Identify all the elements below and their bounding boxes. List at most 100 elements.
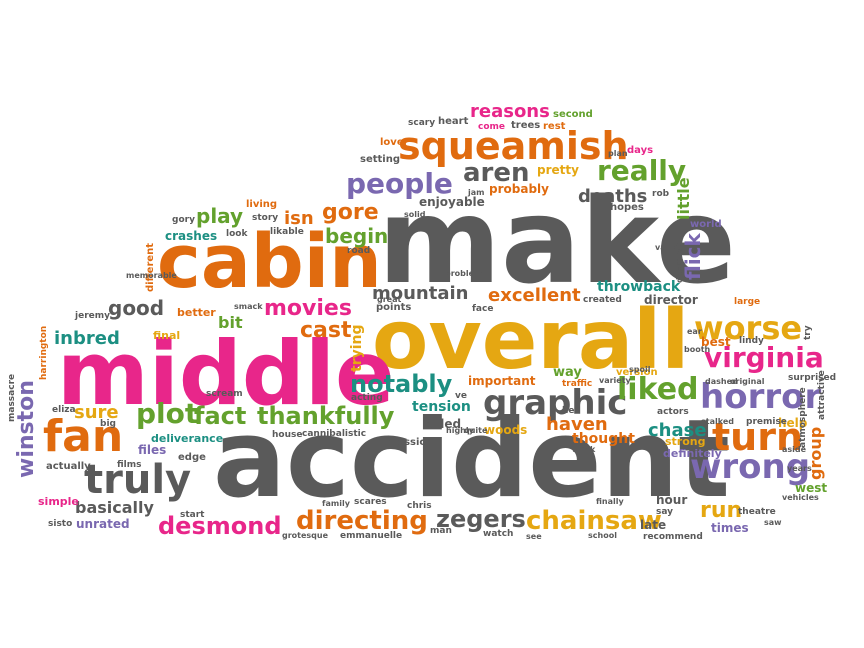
cloud-word: heart xyxy=(438,116,469,127)
cloud-word: plot xyxy=(136,397,199,430)
cloud-word: aside xyxy=(782,445,807,454)
cloud-word: mountain xyxy=(372,283,469,304)
cloud-word: virginia xyxy=(704,341,824,374)
cloud-word: dashed xyxy=(705,377,738,386)
cloud-word: wrong xyxy=(690,447,811,487)
cloud-word: turn xyxy=(712,415,804,459)
cloud-word: better xyxy=(177,306,216,319)
cloud-word: killed xyxy=(424,417,462,431)
cloud-word: winston xyxy=(14,380,39,478)
cloud-word: value xyxy=(655,243,680,252)
cloud-word: notably xyxy=(350,370,453,398)
cloud-word: memorable xyxy=(126,271,177,280)
cloud-word: pretty xyxy=(537,163,579,177)
cloud-word: ve xyxy=(455,391,467,401)
cloud-word: surprised xyxy=(788,373,837,383)
cloud-word: atmosphere xyxy=(798,387,808,448)
cloud-word: say xyxy=(656,507,674,517)
cloud-word: deaths xyxy=(578,186,648,207)
cloud-word: recommend xyxy=(643,532,703,542)
cloud-word: see xyxy=(526,532,542,541)
cloud-word: second xyxy=(553,109,593,120)
cloud-word: created xyxy=(583,295,622,305)
cloud-word: stalked xyxy=(701,417,734,426)
cloud-word: haven xyxy=(546,414,608,435)
cloud-word: really xyxy=(597,154,687,187)
cloud-word: highly xyxy=(446,426,474,435)
cloud-word: sure xyxy=(74,402,119,423)
cloud-word: late xyxy=(640,518,667,532)
cloud-word: face xyxy=(472,304,494,314)
cloud-word: thought xyxy=(572,431,635,447)
cloud-word: story xyxy=(252,213,279,223)
cloud-word: woods xyxy=(484,423,528,437)
cloud-word: accident xyxy=(213,397,731,522)
cloud-word: chase xyxy=(648,420,707,441)
cloud-word: watch xyxy=(483,529,514,539)
cloud-word: trying xyxy=(349,324,365,372)
cloud-word: acting xyxy=(351,393,383,403)
cloud-word: fact xyxy=(194,402,247,430)
cloud-word: enjoyable xyxy=(419,195,485,209)
cloud-word: look xyxy=(226,229,248,239)
cloud-word: basically xyxy=(75,498,154,517)
cloud-word: probably xyxy=(489,182,549,196)
cloud-word: thankfully xyxy=(257,402,395,430)
cloud-word: zegers xyxy=(436,505,526,533)
cloud-word: chris xyxy=(407,501,432,511)
cloud-word: truly xyxy=(84,457,192,503)
cloud-word: house xyxy=(272,430,303,440)
cloud-word: cannibalistic xyxy=(302,429,367,439)
cloud-word: rest xyxy=(543,121,566,132)
cloud-word: crashes xyxy=(165,229,218,243)
cloud-word: middle xyxy=(57,322,395,425)
cloud-word: years xyxy=(787,464,812,473)
cloud-word: school xyxy=(588,531,617,540)
cloud-word: come xyxy=(478,122,505,132)
cloud-word: world xyxy=(690,219,722,230)
cloud-word: quite xyxy=(464,426,488,435)
cloud-word: man xyxy=(430,526,452,536)
cloud-word: cast xyxy=(300,318,352,343)
cloud-word: cabin xyxy=(157,219,382,305)
cloud-word: files xyxy=(138,443,167,457)
cloud-word: days xyxy=(627,145,654,156)
cloud-word: simple xyxy=(38,495,79,508)
cloud-word: director xyxy=(644,293,698,307)
cloud-word: great xyxy=(377,295,402,304)
cloud-word: points xyxy=(376,302,412,313)
cloud-word: premise xyxy=(746,417,787,427)
cloud-word: aren xyxy=(463,158,530,188)
cloud-word: squeamish xyxy=(398,124,629,168)
cloud-word: vehicles xyxy=(782,493,819,502)
cloud-word: trees xyxy=(511,120,541,131)
cloud-word: sisto xyxy=(48,519,73,529)
cloud-word: movies xyxy=(264,296,352,321)
cloud-word: overall xyxy=(372,293,690,388)
cloud-word: finally xyxy=(596,497,624,506)
cloud-word: classic xyxy=(388,437,426,448)
cloud-word: road xyxy=(347,246,371,256)
cloud-word: little xyxy=(674,177,693,220)
cloud-word: times xyxy=(711,521,749,535)
cloud-word: gory xyxy=(172,215,195,225)
cloud-word: deliverance xyxy=(151,432,224,445)
cloud-word: desmond xyxy=(158,512,282,540)
cloud-word: hour xyxy=(656,493,688,507)
cloud-word: definitely xyxy=(663,447,722,460)
cloud-word: films xyxy=(117,460,142,470)
cloud-word: theatre xyxy=(738,507,776,517)
cloud-word: plan xyxy=(608,149,628,158)
cloud-word: people xyxy=(346,167,453,200)
cloud-word: scary xyxy=(408,118,436,128)
cloud-word: think xyxy=(572,445,596,454)
cloud-word: eliza xyxy=(52,405,76,415)
cloud-word: try xyxy=(803,325,813,340)
cloud-word: chainsaw xyxy=(526,506,662,536)
cloud-word: gore xyxy=(322,200,379,225)
cloud-word: graphic xyxy=(483,383,628,423)
cloud-word: throwback xyxy=(597,279,681,295)
cloud-word: unrated xyxy=(76,517,130,531)
cloud-word: lindy xyxy=(739,336,764,346)
cloud-word: likable xyxy=(270,227,304,237)
